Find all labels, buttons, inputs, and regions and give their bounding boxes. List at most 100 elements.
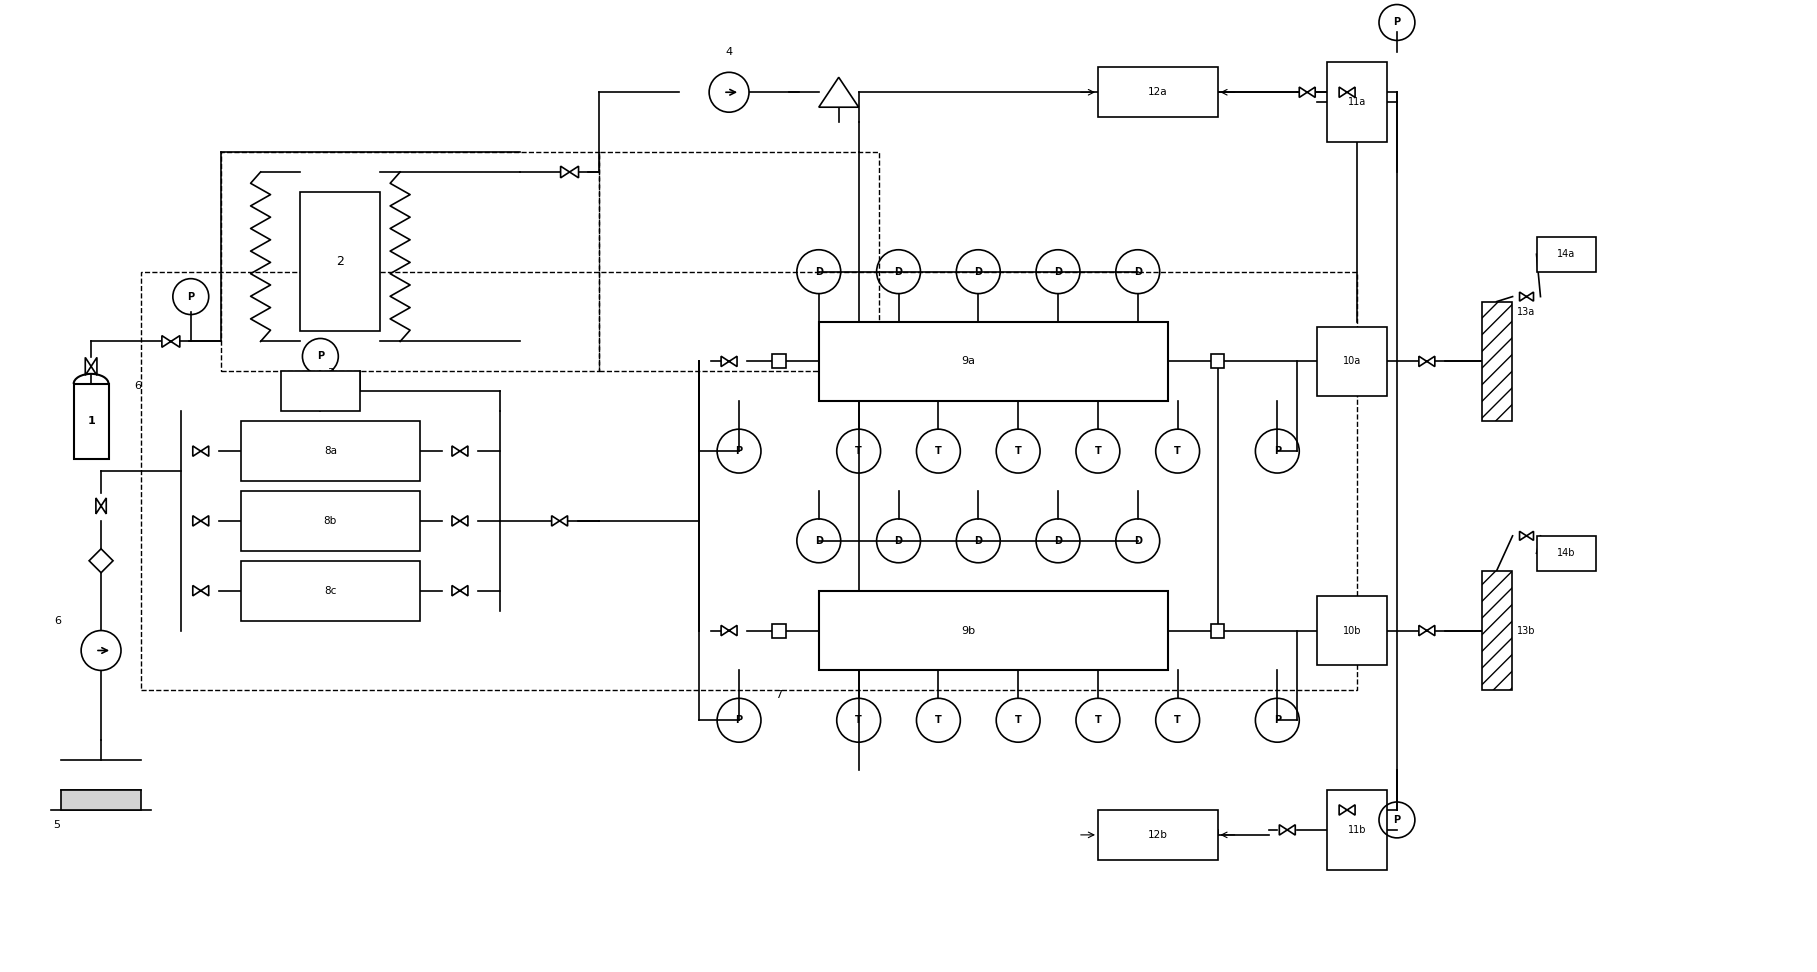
Bar: [280, 371, 360, 411]
Text: 6: 6: [134, 381, 142, 392]
Bar: [142, 272, 1357, 690]
Text: 5: 5: [53, 820, 60, 830]
Text: T: T: [856, 715, 861, 725]
Bar: [600, 152, 879, 371]
Bar: [300, 191, 380, 331]
Text: T: T: [1014, 446, 1021, 456]
Text: P: P: [1274, 446, 1281, 456]
Polygon shape: [193, 446, 209, 456]
Text: D: D: [1134, 536, 1141, 546]
Text: 7: 7: [776, 690, 783, 701]
Text: P: P: [316, 352, 323, 362]
Bar: [240, 491, 420, 551]
Text: 1: 1: [87, 416, 94, 426]
Bar: [1317, 327, 1386, 397]
Text: 13a: 13a: [1517, 306, 1535, 317]
Bar: [240, 561, 420, 620]
Text: D: D: [974, 266, 983, 277]
Polygon shape: [89, 549, 113, 573]
Text: D: D: [1054, 266, 1061, 277]
Text: T: T: [1174, 446, 1181, 456]
Text: 6: 6: [55, 615, 62, 626]
Bar: [819, 591, 1168, 671]
Text: T: T: [936, 446, 941, 456]
Bar: [1481, 301, 1512, 421]
Polygon shape: [1519, 292, 1534, 301]
Polygon shape: [721, 625, 738, 636]
Bar: [1481, 571, 1512, 690]
Polygon shape: [1419, 625, 1435, 636]
Text: 14a: 14a: [1557, 249, 1575, 260]
Polygon shape: [721, 356, 738, 366]
Bar: [819, 322, 1168, 401]
Text: T: T: [1014, 715, 1021, 725]
Bar: [220, 152, 600, 371]
Text: 8c: 8c: [323, 586, 336, 596]
Text: 13b: 13b: [1517, 626, 1535, 636]
Text: D: D: [1134, 266, 1141, 277]
Text: T: T: [1094, 715, 1101, 725]
Bar: [1326, 790, 1386, 870]
Bar: [772, 624, 787, 638]
Text: P: P: [736, 715, 743, 725]
Text: 9a: 9a: [961, 357, 976, 366]
Bar: [772, 355, 787, 368]
Text: D: D: [894, 536, 903, 546]
Bar: [1537, 536, 1597, 571]
Text: 11b: 11b: [1348, 825, 1366, 835]
Bar: [1210, 355, 1225, 368]
Text: D: D: [974, 536, 983, 546]
Text: D: D: [1054, 536, 1061, 546]
Text: 2: 2: [336, 256, 343, 268]
Polygon shape: [452, 585, 469, 596]
Text: 14b: 14b: [1557, 548, 1575, 558]
Text: P: P: [1394, 17, 1401, 27]
Text: P: P: [1394, 815, 1401, 825]
Polygon shape: [1339, 87, 1355, 97]
Circle shape: [82, 631, 122, 671]
Polygon shape: [1519, 532, 1534, 540]
Bar: [62, 790, 142, 810]
Text: D: D: [894, 266, 903, 277]
Bar: [240, 421, 420, 481]
Polygon shape: [819, 78, 859, 107]
Polygon shape: [193, 516, 209, 526]
Text: T: T: [1174, 715, 1181, 725]
Polygon shape: [162, 335, 180, 347]
Text: 10b: 10b: [1343, 626, 1361, 636]
Text: 11a: 11a: [1348, 97, 1366, 107]
Polygon shape: [1279, 824, 1296, 835]
Polygon shape: [452, 446, 469, 456]
Bar: [1097, 67, 1217, 118]
Polygon shape: [1299, 87, 1316, 97]
Polygon shape: [193, 585, 209, 596]
Bar: [74, 384, 109, 459]
Text: D: D: [814, 266, 823, 277]
Bar: [1326, 62, 1386, 142]
Circle shape: [709, 72, 749, 112]
Polygon shape: [1419, 356, 1435, 366]
Text: 3: 3: [327, 368, 334, 378]
Text: 9b: 9b: [961, 626, 976, 636]
Bar: [1537, 237, 1597, 272]
Text: P: P: [736, 446, 743, 456]
Polygon shape: [85, 358, 96, 375]
Text: T: T: [1094, 446, 1101, 456]
Polygon shape: [96, 498, 105, 514]
Text: 10a: 10a: [1343, 357, 1361, 366]
Polygon shape: [552, 516, 567, 526]
Text: P: P: [187, 292, 194, 301]
Bar: [1317, 596, 1386, 666]
Text: T: T: [856, 446, 861, 456]
Polygon shape: [1339, 805, 1355, 816]
Text: 12b: 12b: [1148, 830, 1168, 840]
Bar: [1097, 810, 1217, 860]
Text: T: T: [936, 715, 941, 725]
Text: 4: 4: [725, 48, 732, 57]
Polygon shape: [561, 166, 578, 178]
Bar: [1210, 624, 1225, 638]
Text: 8b: 8b: [323, 516, 336, 526]
Text: P: P: [1274, 715, 1281, 725]
Text: 12a: 12a: [1148, 87, 1168, 97]
Polygon shape: [452, 516, 469, 526]
